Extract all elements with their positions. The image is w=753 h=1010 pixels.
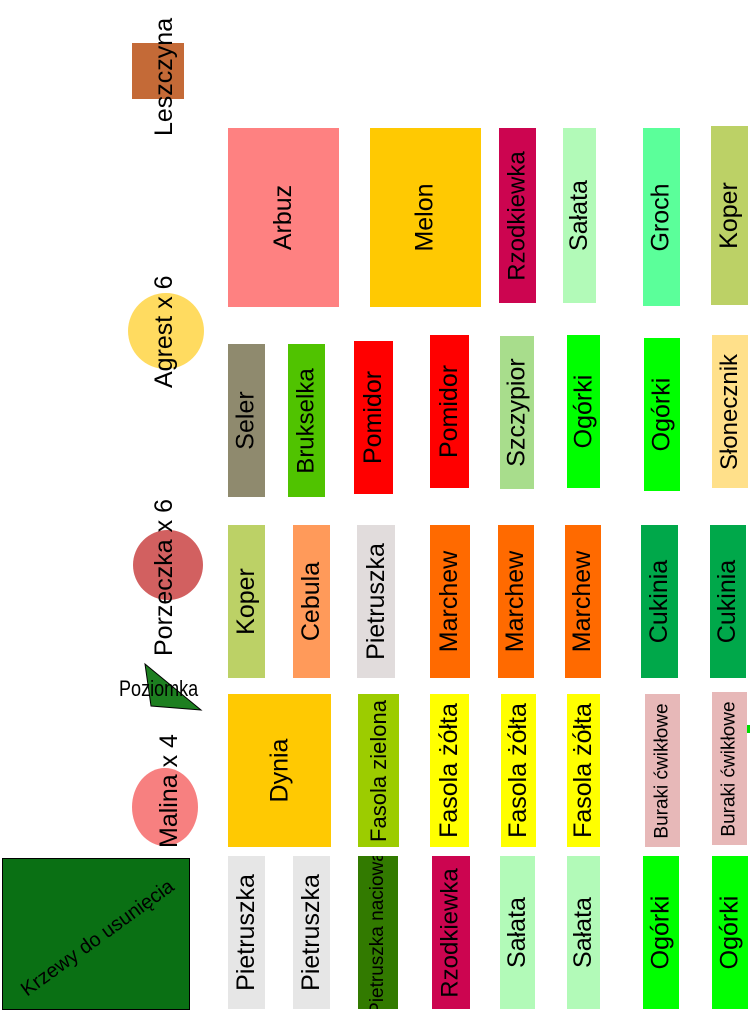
- bed-marchew-1: Marchew: [430, 525, 470, 678]
- agrest-circle: [128, 293, 204, 369]
- bed-pietruszka-3: Pietruszka: [293, 856, 330, 1009]
- bed-arbuz: Arbuz: [228, 128, 339, 307]
- bed-slonecznik: Słonecznik: [712, 335, 748, 488]
- bed-fasola-zielona: Fasola zielona: [358, 694, 399, 847]
- bed-brukselka: Brukselka: [288, 344, 325, 497]
- bed-melon: Melon: [370, 128, 481, 307]
- krzewy-do-usuniecia: Krzewy do usunięcia: [2, 858, 190, 1010]
- bed-fasola-zolta-3: Fasola żółta: [567, 694, 600, 847]
- bed-szczypior: Szczypior: [500, 336, 534, 489]
- poziomka-label: Poziomka: [119, 676, 199, 701]
- bed-ogorki-3: Ogórki: [643, 856, 679, 1009]
- bed-ogorki-1: Ogórki: [567, 335, 600, 488]
- bed-salata-3: Sałata: [567, 856, 600, 1009]
- bed-salata-2: Sałata: [500, 856, 535, 1009]
- bed-pietruszka-2: Pietruszka: [228, 856, 265, 1009]
- bed-pietruszka-1: Pietruszka: [357, 525, 395, 678]
- porzeczka-circle: [133, 530, 203, 600]
- bed-rzodkiewka-2: Rzodkiewka: [432, 856, 470, 1009]
- bed-koper-1: Koper: [711, 126, 748, 305]
- bed-cukinia-1: Cukinia: [641, 525, 678, 678]
- malina-circle: [132, 768, 198, 846]
- bed-seler: Seler: [228, 344, 265, 497]
- bed-ogorki-4: Ogórki: [712, 856, 748, 1009]
- bed-buraki-1: Buraki ćwikłowe: [645, 694, 680, 847]
- bed-cebula: Cebula: [293, 525, 330, 678]
- bed-fasola-zolta-2: Fasola żółta: [501, 694, 536, 847]
- leszczyna-block: [132, 43, 184, 99]
- bed-buraki-2: Buraki ćwikłowe: [712, 692, 747, 845]
- bed-rzodkiewka-1: Rzodkiewka: [499, 128, 536, 303]
- bed-salata-1: Sałata: [563, 128, 596, 303]
- bed-pomidor-2: Pomidor: [430, 335, 469, 488]
- bed-marchew-2: Marchew: [498, 525, 534, 678]
- bed-dynia: Dynia: [228, 694, 331, 847]
- bed-koper-2: Koper: [228, 525, 265, 678]
- bed-pietruszka-naciowa: Pietruszka naciowa: [358, 856, 398, 1009]
- bed-cukinia-2: Cukinia: [710, 525, 746, 678]
- bed-pomidor-1: Pomidor: [354, 341, 393, 494]
- bed-ogorki-2: Ogórki: [644, 338, 680, 491]
- bed-marchew-3: Marchew: [565, 525, 601, 678]
- malina-label: Malina x 4: [155, 734, 183, 848]
- bed-fasola-zolta-1: Fasola żółta: [430, 694, 469, 847]
- bed-groch: Groch: [643, 128, 680, 306]
